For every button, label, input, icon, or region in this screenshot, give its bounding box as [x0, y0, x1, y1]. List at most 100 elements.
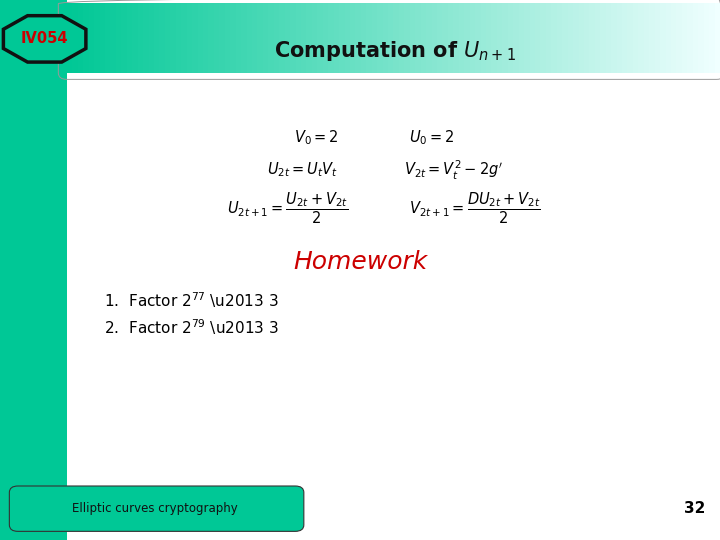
Bar	[573, 3, 579, 73]
Bar	[649, 3, 655, 73]
Bar	[73, 3, 78, 73]
Text: Computation of $U_{n+1}$: Computation of $U_{n+1}$	[274, 39, 516, 63]
Bar	[639, 3, 644, 73]
Bar	[230, 3, 236, 73]
Bar	[688, 3, 693, 73]
Bar	[415, 3, 421, 73]
Bar	[318, 3, 323, 73]
Bar	[562, 3, 568, 73]
Bar	[220, 3, 225, 73]
Bar	[677, 3, 683, 73]
Bar	[633, 3, 639, 73]
Bar	[567, 3, 574, 73]
Bar	[333, 3, 340, 73]
Bar	[159, 3, 166, 73]
Text: $U_0 = 2$: $U_0 = 2$	[409, 129, 455, 147]
Bar	[148, 3, 155, 73]
Bar	[116, 3, 122, 73]
Bar	[503, 3, 508, 73]
Bar	[388, 3, 395, 73]
Text: 32: 32	[684, 501, 706, 516]
Bar	[192, 3, 198, 73]
Bar	[122, 3, 127, 73]
Bar	[469, 3, 476, 73]
Bar	[284, 3, 291, 73]
Bar	[524, 3, 530, 73]
Bar	[225, 3, 231, 73]
Bar	[590, 3, 595, 73]
Bar	[454, 3, 459, 73]
Bar	[420, 3, 427, 73]
Bar	[671, 3, 678, 73]
Bar	[377, 3, 383, 73]
Bar	[176, 3, 182, 73]
Bar	[361, 3, 367, 73]
Bar	[105, 3, 111, 73]
Text: $U_{2t} = U_t V_t$: $U_{2t} = U_t V_t$	[267, 161, 338, 179]
Bar	[480, 3, 487, 73]
Bar	[312, 3, 318, 73]
Bar	[344, 3, 351, 73]
Bar	[606, 3, 612, 73]
Bar	[78, 3, 84, 73]
Bar	[301, 3, 307, 73]
Bar	[410, 3, 416, 73]
Bar	[241, 3, 247, 73]
Bar	[138, 3, 144, 73]
Bar	[171, 3, 176, 73]
Bar	[127, 3, 133, 73]
Bar	[350, 3, 356, 73]
Bar	[394, 3, 400, 73]
Bar	[443, 3, 449, 73]
Bar	[405, 3, 410, 73]
Text: $U_{2t+1} = \dfrac{U_{2t} + V_{2t}}{2}$: $U_{2t+1} = \dfrac{U_{2t} + V_{2t}}{2}$	[228, 190, 348, 226]
Bar	[94, 3, 100, 73]
Bar	[197, 3, 204, 73]
Bar	[110, 3, 117, 73]
Bar	[709, 3, 715, 73]
Bar	[252, 3, 258, 73]
Bar	[541, 3, 546, 73]
Text: Elliptic curves cryptography: Elliptic curves cryptography	[72, 502, 238, 515]
Bar	[611, 3, 617, 73]
Bar	[518, 3, 525, 73]
Bar	[89, 3, 95, 73]
Bar	[557, 3, 563, 73]
Text: 2.  Factor $2^{79}$ \u2013 3: 2. Factor $2^{79}$ \u2013 3	[104, 317, 279, 336]
Text: Homework: Homework	[293, 250, 427, 274]
FancyBboxPatch shape	[9, 486, 304, 531]
Bar	[186, 3, 193, 73]
Bar	[513, 3, 519, 73]
Bar	[486, 3, 492, 73]
Bar	[693, 3, 699, 73]
Bar	[99, 3, 106, 73]
Bar	[475, 3, 481, 73]
Bar	[628, 3, 634, 73]
Bar	[67, 3, 73, 73]
Bar	[464, 3, 470, 73]
Bar	[431, 3, 438, 73]
Bar	[0, 0, 67, 540]
Text: IV054: IV054	[21, 31, 68, 46]
Bar	[214, 3, 220, 73]
Bar	[323, 3, 329, 73]
Bar	[459, 3, 465, 73]
Bar	[622, 3, 629, 73]
Bar	[660, 3, 666, 73]
Bar	[203, 3, 210, 73]
Text: $V_{2t} = V_t^2 - 2g'$: $V_{2t} = V_t^2 - 2g'$	[404, 159, 503, 181]
Bar	[372, 3, 378, 73]
Bar	[328, 3, 334, 73]
Bar	[584, 3, 590, 73]
Bar	[274, 3, 280, 73]
Bar	[366, 3, 372, 73]
Bar	[546, 3, 552, 73]
Bar	[154, 3, 160, 73]
Bar	[644, 3, 650, 73]
Bar	[132, 3, 138, 73]
Bar	[616, 3, 623, 73]
Bar	[290, 3, 296, 73]
Bar	[508, 3, 514, 73]
Bar	[654, 3, 661, 73]
Text: $V_{2t+1} = \dfrac{DU_{2t} + V_{2t}}{2}$: $V_{2t+1} = \dfrac{DU_{2t} + V_{2t}}{2}$	[409, 190, 541, 226]
